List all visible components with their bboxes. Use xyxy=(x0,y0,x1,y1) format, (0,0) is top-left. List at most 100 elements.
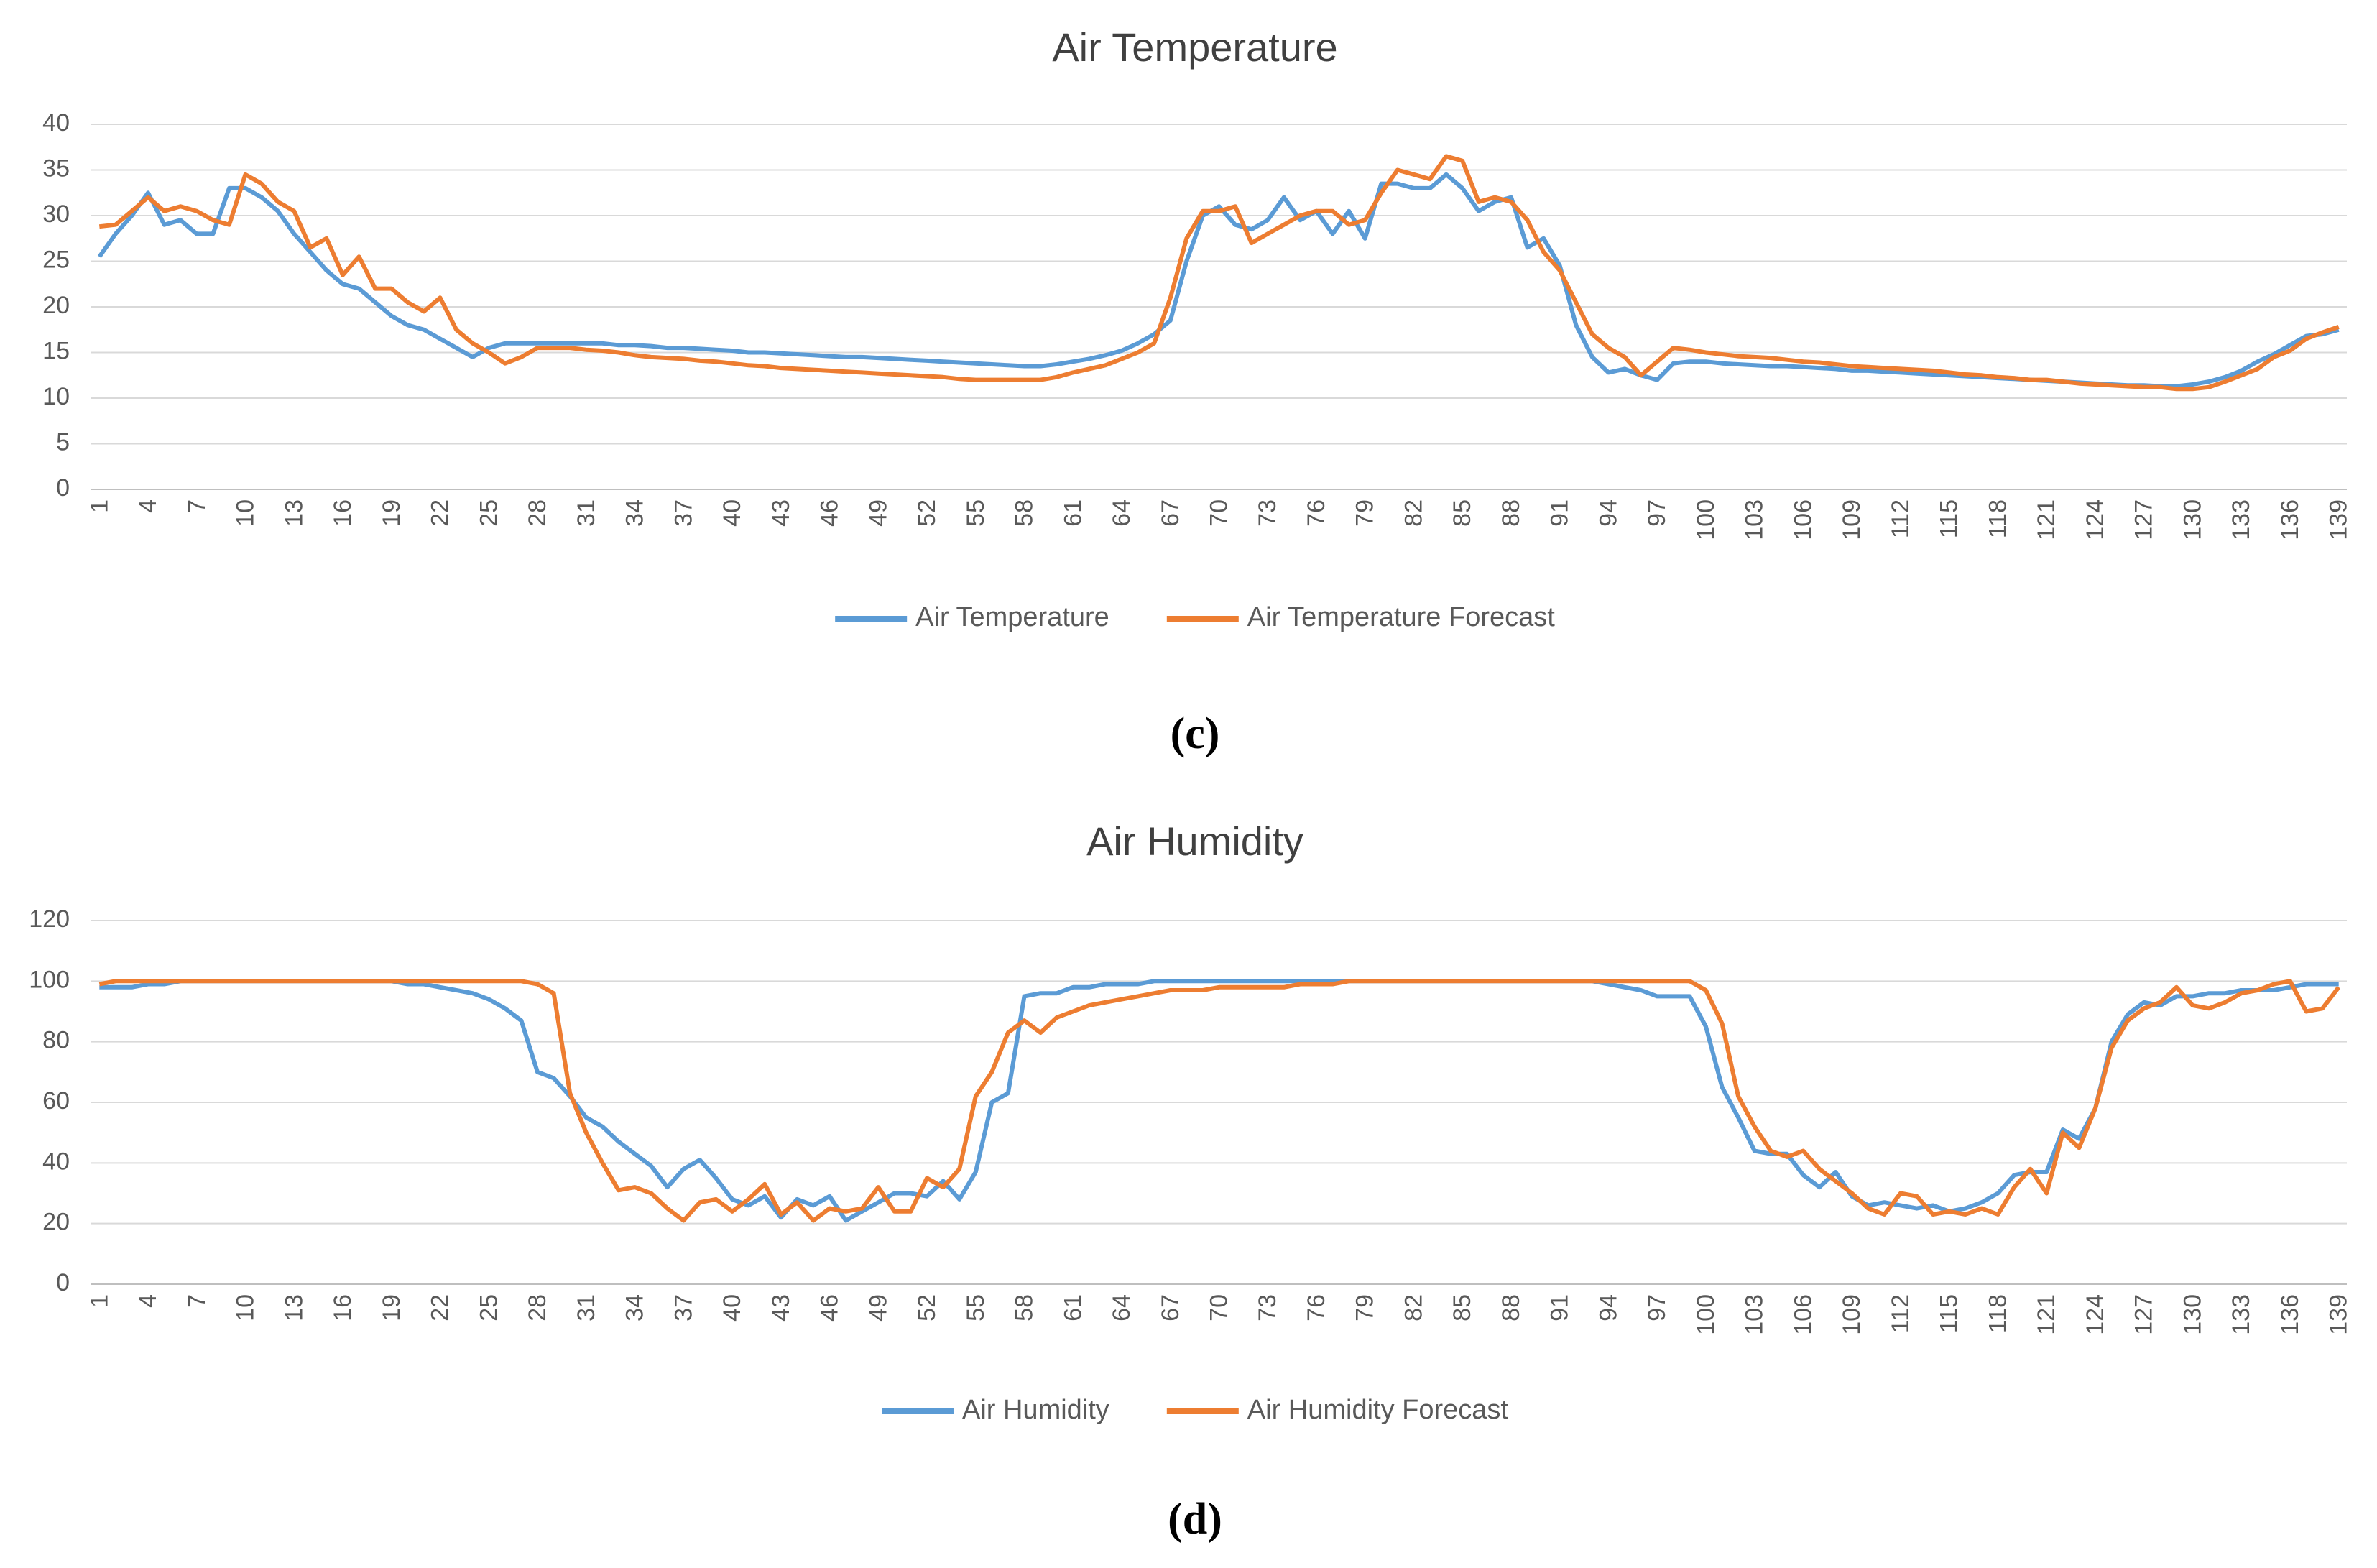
x-tick-label: 13 xyxy=(280,1294,308,1322)
x-tick-label: 79 xyxy=(1352,499,1379,527)
x-tick-label: 25 xyxy=(475,1294,502,1322)
legend-label: Air Temperature Forecast xyxy=(1247,602,1555,632)
x-tick-label: 136 xyxy=(2276,499,2304,540)
x-tick-label: 10 xyxy=(232,1294,259,1322)
y-tick-label: 0 xyxy=(56,474,70,502)
x-tick-label: 13 xyxy=(280,499,308,527)
legend-item: Air Humidity xyxy=(881,1395,1109,1425)
x-tick-label: 22 xyxy=(427,499,454,527)
y-tick-label: 120 xyxy=(29,905,70,933)
x-tick-label: 76 xyxy=(1303,1294,1330,1322)
x-tick-label: 139 xyxy=(2325,499,2353,540)
x-tick-label: 79 xyxy=(1352,1294,1379,1322)
x-tick-label: 118 xyxy=(1984,1294,2011,1333)
x-tick-label: 73 xyxy=(1254,499,1281,527)
x-tick-label: 115 xyxy=(1936,1294,1963,1333)
y-tick-label: 40 xyxy=(42,1148,70,1175)
series-line xyxy=(99,979,2339,1223)
x-tick-label: 115 xyxy=(1936,499,1963,538)
x-tick-label: 94 xyxy=(1594,1294,1622,1322)
x-tick-label: 40 xyxy=(719,499,746,527)
x-tick-label: 58 xyxy=(1011,1294,1038,1322)
x-tick-label: 112 xyxy=(1887,499,1914,538)
x-tick-label: 61 xyxy=(1059,1294,1086,1322)
legend-label: Air Humidity Forecast xyxy=(1247,1395,1509,1425)
x-tick-label: 40 xyxy=(719,1294,746,1322)
x-tick-label: 70 xyxy=(1206,1294,1233,1322)
series-line xyxy=(97,172,2340,389)
x-tick-label: 97 xyxy=(1643,1294,1671,1322)
x-tick-label: 46 xyxy=(816,499,844,527)
x-tick-label: 49 xyxy=(864,499,892,527)
x-tick-label: 85 xyxy=(1449,499,1476,527)
y-tick-label: 40 xyxy=(42,109,70,137)
chart-title: Air Temperature xyxy=(1052,24,1337,70)
x-tick-label: 52 xyxy=(913,1294,941,1322)
x-tick-label: 4 xyxy=(134,499,162,513)
x-tick-label: 19 xyxy=(378,499,405,527)
y-tick-label: 20 xyxy=(42,292,70,319)
y-tick-label: 35 xyxy=(42,155,70,182)
x-tick-label: 109 xyxy=(1838,1294,1865,1335)
x-tick-label: 28 xyxy=(524,1294,551,1322)
x-tick-label: 76 xyxy=(1303,499,1330,527)
legend-item: Air Humidity Forecast xyxy=(1166,1395,1509,1425)
x-tick-label: 34 xyxy=(622,499,649,527)
x-tick-label: 103 xyxy=(1741,499,1768,540)
y-tick-label: 25 xyxy=(42,246,70,273)
x-tick-label: 109 xyxy=(1838,499,1865,540)
y-tick-label: 100 xyxy=(29,966,70,993)
panel-caption: (c) xyxy=(1171,709,1220,758)
x-tick-label: 97 xyxy=(1643,499,1671,527)
chart-title: Air Humidity xyxy=(1086,818,1303,864)
x-tick-label: 91 xyxy=(1546,499,1574,527)
y-tick-label: 10 xyxy=(42,383,70,410)
x-tick-label: 22 xyxy=(427,1294,454,1322)
x-tick-label: 58 xyxy=(1011,499,1038,527)
x-tick-label: 100 xyxy=(1692,499,1720,540)
x-tick-label: 28 xyxy=(524,499,551,527)
x-tick-label: 127 xyxy=(2131,499,2158,540)
x-tick-label: 91 xyxy=(1546,1294,1574,1322)
x-tick-label: 4 xyxy=(134,1294,162,1308)
x-tick-label: 85 xyxy=(1449,1294,1476,1322)
x-tick-label: 133 xyxy=(2228,1294,2255,1335)
x-tick-label: 10 xyxy=(232,499,259,527)
x-tick-label: 139 xyxy=(2325,1294,2353,1335)
y-tick-label: 60 xyxy=(42,1087,70,1115)
x-tick-label: 73 xyxy=(1254,1294,1281,1322)
x-tick-label: 100 xyxy=(1692,1294,1720,1335)
x-tick-label: 136 xyxy=(2276,1294,2304,1335)
x-tick-label: 61 xyxy=(1059,499,1086,527)
x-tick-label: 16 xyxy=(329,499,356,527)
y-tick-label: 20 xyxy=(42,1209,70,1236)
x-tick-label: 1 xyxy=(86,499,113,513)
x-tick-label: 88 xyxy=(1497,1294,1525,1322)
x-tick-label: 7 xyxy=(183,499,211,513)
x-tick-label: 43 xyxy=(767,1294,795,1322)
x-tick-label: 67 xyxy=(1157,1294,1184,1322)
x-tick-label: 88 xyxy=(1497,499,1525,527)
x-tick-label: 31 xyxy=(573,499,600,527)
x-tick-label: 121 xyxy=(2033,1294,2060,1335)
x-tick-label: 112 xyxy=(1887,1294,1914,1333)
x-tick-label: 37 xyxy=(670,499,697,527)
x-tick-label: 118 xyxy=(1984,499,2011,538)
x-tick-label: 121 xyxy=(2033,499,2060,540)
x-tick-label: 82 xyxy=(1400,499,1427,527)
legend-item: Air Temperature Forecast xyxy=(1166,602,1555,632)
x-tick-label: 43 xyxy=(767,499,795,527)
x-tick-label: 106 xyxy=(1789,499,1817,540)
x-tick-label: 52 xyxy=(913,499,941,527)
x-tick-label: 49 xyxy=(864,1294,892,1322)
y-tick-label: 80 xyxy=(42,1027,70,1054)
x-tick-label: 130 xyxy=(2179,499,2206,540)
series-line xyxy=(98,979,2341,1223)
legend-item: Air Temperature xyxy=(835,602,1109,632)
x-tick-label: 94 xyxy=(1594,499,1622,527)
x-tick-label: 55 xyxy=(962,1294,989,1322)
x-tick-label: 64 xyxy=(1108,499,1135,527)
x-tick-label: 19 xyxy=(378,1294,405,1322)
legend-label: Air Temperature xyxy=(915,602,1109,632)
